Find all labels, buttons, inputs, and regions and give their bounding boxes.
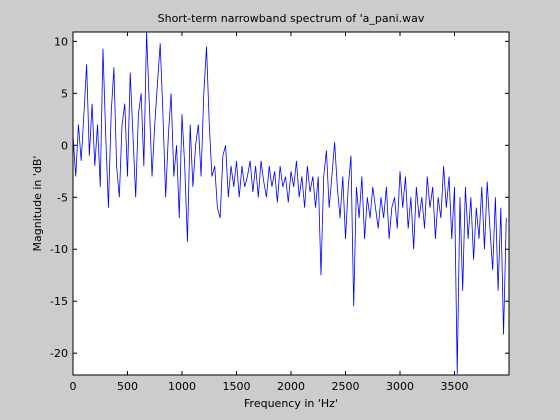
x-tick-label: 1500: [223, 380, 251, 393]
y-tick-label: -5: [57, 191, 68, 204]
y-tick-label: 5: [61, 87, 68, 100]
x-tick-label: 1000: [168, 380, 196, 393]
x-tick-label: 500: [117, 380, 138, 393]
y-tick-label: -10: [50, 243, 68, 256]
x-axis-label: Frequency in 'Hz': [244, 397, 338, 410]
y-tick-label: -15: [50, 295, 68, 308]
y-tick-label: 10: [54, 35, 68, 48]
spectrum-line: [72, 31, 507, 374]
x-tick-label: 3500: [441, 380, 469, 393]
chart-title: Short-term narrowband spectrum of 'a_pan…: [158, 12, 425, 25]
y-tick-label: 0: [61, 139, 68, 152]
x-tick-label: 0: [70, 380, 77, 393]
x-tick-label: 2500: [332, 380, 360, 393]
y-tick-label: -20: [50, 347, 68, 360]
x-tick-label: 2000: [277, 380, 305, 393]
y-axis-label: Magnitude in 'dB': [31, 156, 44, 252]
x-tick-label: 3000: [386, 380, 414, 393]
plot-area: [73, 32, 509, 375]
